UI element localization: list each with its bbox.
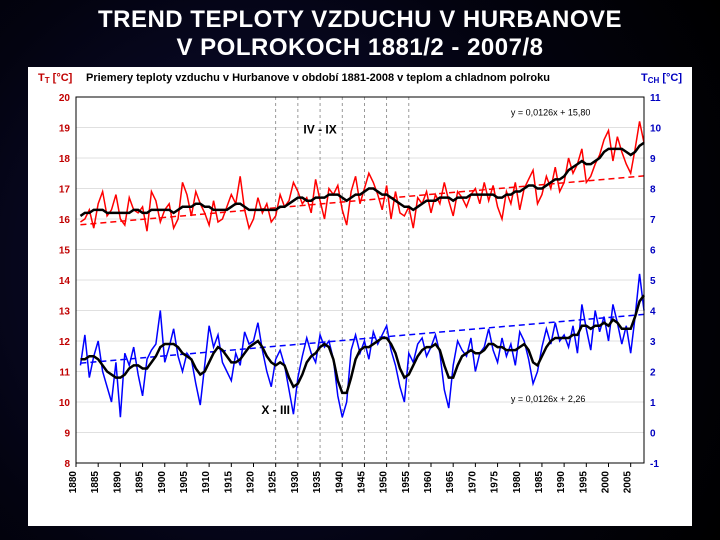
xtick: 1975 [490, 471, 501, 494]
xtick: 1935 [312, 471, 323, 494]
eq-cold: y = 0,0126x + 2,26 [511, 394, 586, 404]
xtick: 2005 [623, 471, 634, 494]
slide-title: TREND TEPLOTY VZDUCHU V HURBANOVE V POLR… [0, 0, 720, 63]
yleft-label: TT [°C] [38, 72, 73, 85]
yright-tick: 1 [650, 398, 656, 409]
label-cold: X - III [261, 403, 290, 417]
xtick: 1985 [534, 471, 545, 494]
yleft-tick: 13 [59, 307, 71, 318]
xtick: 1880 [68, 471, 79, 494]
xtick: 1930 [290, 471, 301, 494]
yleft-tick: 12 [59, 337, 71, 348]
yleft-tick: 9 [64, 429, 70, 440]
yright-tick: 6 [650, 246, 656, 257]
xtick: 1900 [157, 471, 168, 494]
eq-warm: y = 0,0126x + 15,80 [511, 107, 591, 117]
yleft-tick: 10 [59, 398, 71, 409]
temperature-chart: 891011121314151617181920-101234567891011… [28, 67, 692, 521]
xtick: 1950 [379, 471, 390, 494]
yright-tick: 5 [650, 276, 656, 287]
yright-tick: 8 [650, 185, 656, 196]
yleft-tick: 19 [59, 124, 71, 135]
xtick: 1925 [268, 471, 279, 494]
title-line-2: V POLROKOCH 1881/2 - 2007/8 [177, 34, 544, 61]
yright-tick: 10 [650, 124, 662, 135]
xtick: 1970 [467, 471, 478, 494]
xtick: 1940 [334, 471, 345, 494]
yright-tick: -1 [650, 459, 659, 470]
xtick: 2000 [601, 471, 612, 494]
xtick: 1980 [512, 471, 523, 494]
xtick: 1915 [223, 471, 234, 494]
xtick: 1945 [356, 471, 367, 494]
yleft-tick: 16 [59, 215, 71, 226]
xtick: 1920 [246, 471, 257, 494]
chart-subtitle: Priemery teploty vzduchu v Hurbanove v o… [86, 72, 550, 84]
xtick: 1955 [401, 471, 412, 494]
yleft-tick: 17 [59, 185, 71, 196]
yright-tick: 4 [650, 307, 656, 318]
yright-tick: 7 [650, 215, 656, 226]
yleft-tick: 14 [59, 276, 71, 287]
yright-label: TCH [°C] [641, 72, 682, 85]
xtick: 1885 [90, 471, 101, 494]
xtick: 1905 [179, 471, 190, 494]
chart-container: 891011121314151617181920-101234567891011… [28, 67, 692, 526]
yleft-tick: 20 [59, 93, 71, 104]
yright-tick: 3 [650, 337, 656, 348]
xtick: 1990 [556, 471, 567, 494]
yright-tick: 9 [650, 154, 656, 165]
title-line-1: TREND TEPLOTY VZDUCHU V HURBANOVE [98, 6, 622, 33]
yright-tick: 11 [650, 93, 661, 104]
yleft-tick: 15 [59, 246, 71, 257]
yleft-tick: 18 [59, 154, 71, 165]
xtick: 1895 [135, 471, 146, 494]
yleft-tick: 8 [64, 459, 70, 470]
xtick: 1890 [112, 471, 123, 494]
xtick: 1995 [578, 471, 589, 494]
xtick: 1910 [201, 471, 212, 494]
label-warm: IV - IX [303, 123, 336, 137]
xtick: 1965 [445, 471, 456, 494]
yleft-tick: 11 [59, 368, 70, 379]
yright-tick: 0 [650, 429, 656, 440]
xtick: 1960 [423, 471, 434, 494]
yright-tick: 2 [650, 368, 656, 379]
